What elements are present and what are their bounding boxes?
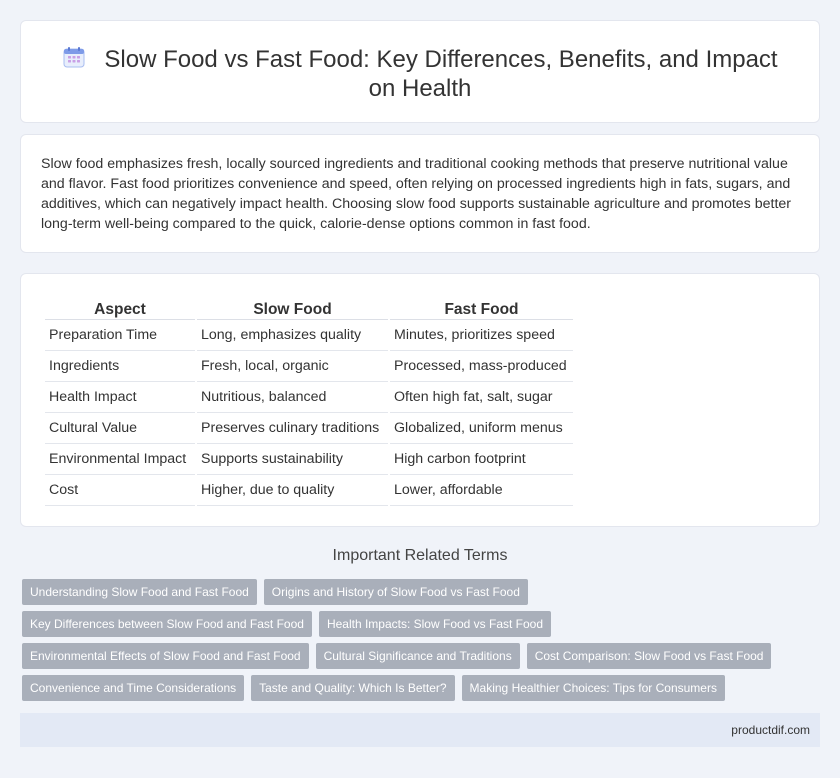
column-header-fast-food: Fast Food	[390, 296, 573, 320]
table-cell: Ingredients	[45, 351, 195, 382]
calendar-icon	[62, 45, 86, 69]
intro-card: Slow food emphasizes fresh, locally sour…	[20, 134, 820, 253]
column-header-aspect: Aspect	[45, 296, 195, 320]
table-row: Cost Higher, due to quality Lower, affor…	[45, 475, 573, 506]
table-cell: Long, emphasizes quality	[197, 320, 388, 351]
table-row: Preparation Time Long, emphasizes qualit…	[45, 320, 573, 351]
comparison-table: Aspect Slow Food Fast Food Preparation T…	[43, 296, 575, 506]
table-row: Cultural Value Preserves culinary tradit…	[45, 413, 573, 444]
table-cell: Health Impact	[45, 382, 195, 413]
table-cell: Often high fat, salt, sugar	[390, 382, 573, 413]
related-terms-heading: Important Related Terms	[332, 547, 508, 564]
related-term-link[interactable]: Key Differences between Slow Food and Fa…	[22, 611, 312, 637]
table-row: Ingredients Fresh, local, organic Proces…	[45, 351, 573, 382]
table-cell: Nutritious, balanced	[197, 382, 388, 413]
column-header-slow-food: Slow Food	[197, 296, 388, 320]
table-cell: Preparation Time	[45, 320, 195, 351]
related-term-link[interactable]: Understanding Slow Food and Fast Food	[22, 579, 257, 605]
intro-paragraph: Slow food emphasizes fresh, locally sour…	[41, 156, 791, 232]
page-title: Slow Food vs Fast Food: Key Differences,…	[104, 46, 778, 102]
page-title-wrap: Slow Food vs Fast Food: Key Differences,…	[61, 45, 779, 103]
table-header-row: Aspect Slow Food Fast Food	[45, 296, 573, 320]
table-row: Health Impact Nutritious, balanced Often…	[45, 382, 573, 413]
comparison-card: Aspect Slow Food Fast Food Preparation T…	[20, 273, 820, 527]
table-cell: Cost	[45, 475, 195, 506]
table-cell: High carbon footprint	[390, 444, 573, 475]
table-cell: Cultural Value	[45, 413, 195, 444]
related-term-link[interactable]: Cultural Significance and Traditions	[315, 643, 520, 669]
related-term-link[interactable]: Making Healthier Choices: Tips for Consu…	[461, 675, 725, 701]
header-card: Slow Food vs Fast Food: Key Differences,…	[20, 20, 820, 123]
table-cell: Fresh, local, organic	[197, 351, 388, 382]
related-terms-list: Understanding Slow Food and Fast Food Or…	[22, 579, 822, 701]
footer-bar: productdif.com	[20, 713, 820, 747]
table-cell: Preserves culinary traditions	[197, 413, 388, 444]
footer-site-name: productdif.com	[731, 723, 810, 737]
related-term-link[interactable]: Convenience and Time Considerations	[22, 675, 245, 701]
table-cell: Higher, due to quality	[197, 475, 388, 506]
table-cell: Lower, affordable	[390, 475, 573, 506]
table-cell: Minutes, prioritizes speed	[390, 320, 573, 351]
related-term-link[interactable]: Taste and Quality: Which Is Better?	[251, 675, 455, 701]
table-cell: Processed, mass-produced	[390, 351, 573, 382]
related-term-link[interactable]: Health Impacts: Slow Food vs Fast Food	[318, 611, 552, 637]
related-term-link[interactable]: Cost Comparison: Slow Food vs Fast Food	[526, 643, 772, 669]
table-cell: Supports sustainability	[197, 444, 388, 475]
table-row: Environmental Impact Supports sustainabi…	[45, 444, 573, 475]
table-cell: Environmental Impact	[45, 444, 195, 475]
table-cell: Globalized, uniform menus	[390, 413, 573, 444]
related-term-link[interactable]: Environmental Effects of Slow Food and F…	[22, 643, 309, 669]
related-term-link[interactable]: Origins and History of Slow Food vs Fast…	[263, 579, 528, 605]
